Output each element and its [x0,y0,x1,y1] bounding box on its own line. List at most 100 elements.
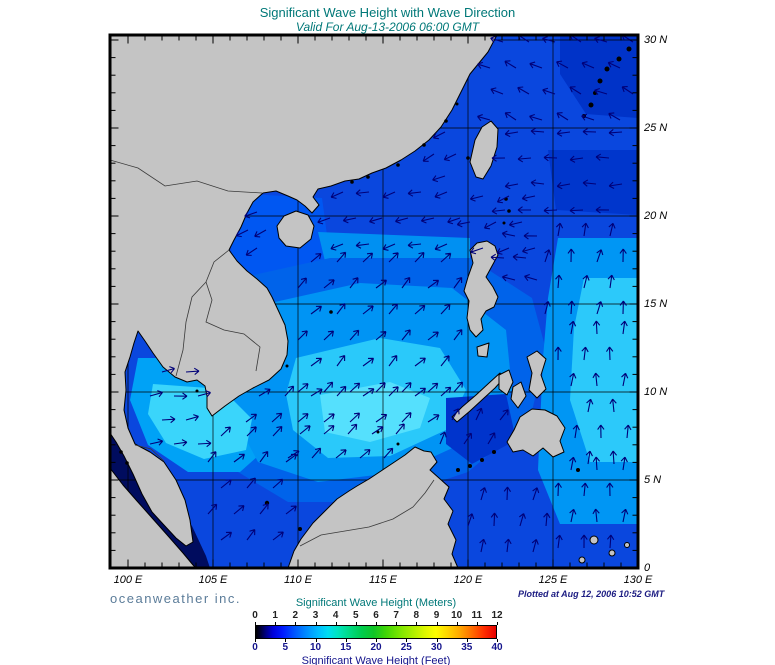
wave-arrow [582,274,590,289]
wave-arrow [592,508,600,523]
wave-arrow [621,372,629,387]
wave-arrow [311,447,322,459]
island [578,556,586,564]
land-taiwan [469,120,499,180]
lat-label: 15 N [644,298,668,310]
legend-tick-label: 3 [312,610,319,621]
wave-arrow [470,247,484,255]
island [195,389,199,393]
wave-arrow [582,179,597,187]
wave-arrow [487,432,496,445]
legend-tick-mark [345,639,347,642]
wave-arrow [499,409,509,421]
wave-arrow [543,153,558,162]
wave-arrow [323,425,335,435]
legend-tick-mark [295,622,297,625]
wave-arrow [608,129,623,137]
wave-arrow [349,382,361,393]
legend-tick-label: 11 [471,610,483,621]
wave-arrow [621,86,634,95]
wave-arrow [197,439,212,448]
wave-arrow [544,249,552,263]
wave-arrow [480,487,487,501]
legend-tick-mark [376,622,377,625]
wave-arrow [259,450,269,463]
wave-arrow [161,415,176,424]
sea-patch-east-philippines-2 [570,278,638,462]
map-canvas [108,33,640,570]
wave-arrow [592,456,601,471]
wave-arrow [555,222,564,237]
wave-arrow [572,424,580,439]
land-negros-cebu [510,381,527,409]
wave-arrow [246,426,257,437]
wave-arrow [580,534,588,549]
axis-ticks [111,36,637,567]
wave-arrow [569,86,582,95]
wave-arrow [207,503,218,515]
wave-arrow [569,508,577,523]
wave-arrow [592,320,601,335]
thailand-cambodia-border [175,281,207,377]
wave-arrow [609,398,617,413]
wave-arrow [149,438,164,446]
lon-label: 115 E [369,574,397,586]
legend-tick-mark [315,639,317,642]
legend-tick-mark [315,622,317,625]
wave-arrow [504,60,517,69]
island [455,102,459,106]
wave-arrow [401,382,412,393]
wave-arrow [362,357,375,367]
wave-arrow [271,412,283,423]
island [480,458,484,462]
wave-arrow [395,423,405,435]
wave-arrow [586,398,594,413]
wave-arrow [336,354,346,367]
wave-arrow [414,304,426,315]
wave-arrow [245,413,257,423]
wave-arrow [581,222,589,237]
wave-arrow [581,113,595,121]
wave-arrow [543,301,551,315]
island [576,468,580,472]
wave-arrow [432,131,446,140]
legend-tick-label: 20 [370,642,382,653]
sea-patch-pacific-dark-band [548,150,638,215]
wave-arrow [299,425,311,435]
wave-arrow [149,390,163,398]
legend-tick-mark [275,622,277,625]
wave-arrow [518,513,526,527]
legend-colorbar [255,625,497,639]
wave-arrow [317,217,331,225]
wave-arrow [349,329,360,341]
wave-arrow [496,247,510,255]
wave-arrow [554,346,562,361]
island [492,450,496,454]
wave-arrow [161,366,175,374]
wave-arrow [609,450,618,465]
legend-tick-mark [376,639,377,642]
wave-arrow [173,392,188,400]
wave-arrow [477,114,491,122]
wave-arrow [297,413,309,423]
island [396,442,400,446]
lon-label: 100 E [113,574,143,586]
wave-arrow [567,248,575,263]
wave-arrow [597,424,605,439]
wave-arrow [530,127,545,135]
sea-patch-central-scs-core [320,382,430,442]
wave-arrow [490,253,505,262]
vietnam-laos-cambodia-border [205,249,261,372]
wave-arrow [469,194,484,202]
wave-arrow [369,216,383,224]
wave-arrow [371,426,384,435]
land-mindoro [476,342,490,358]
wave-arrow [490,35,504,43]
wave-arrow [595,206,610,214]
wave-arrow [453,276,463,289]
wave-arrow [542,87,556,95]
legend-tick-label: 10 [451,610,463,621]
legend-tick-mark [255,639,256,642]
lat-label: 20 N [644,210,668,222]
